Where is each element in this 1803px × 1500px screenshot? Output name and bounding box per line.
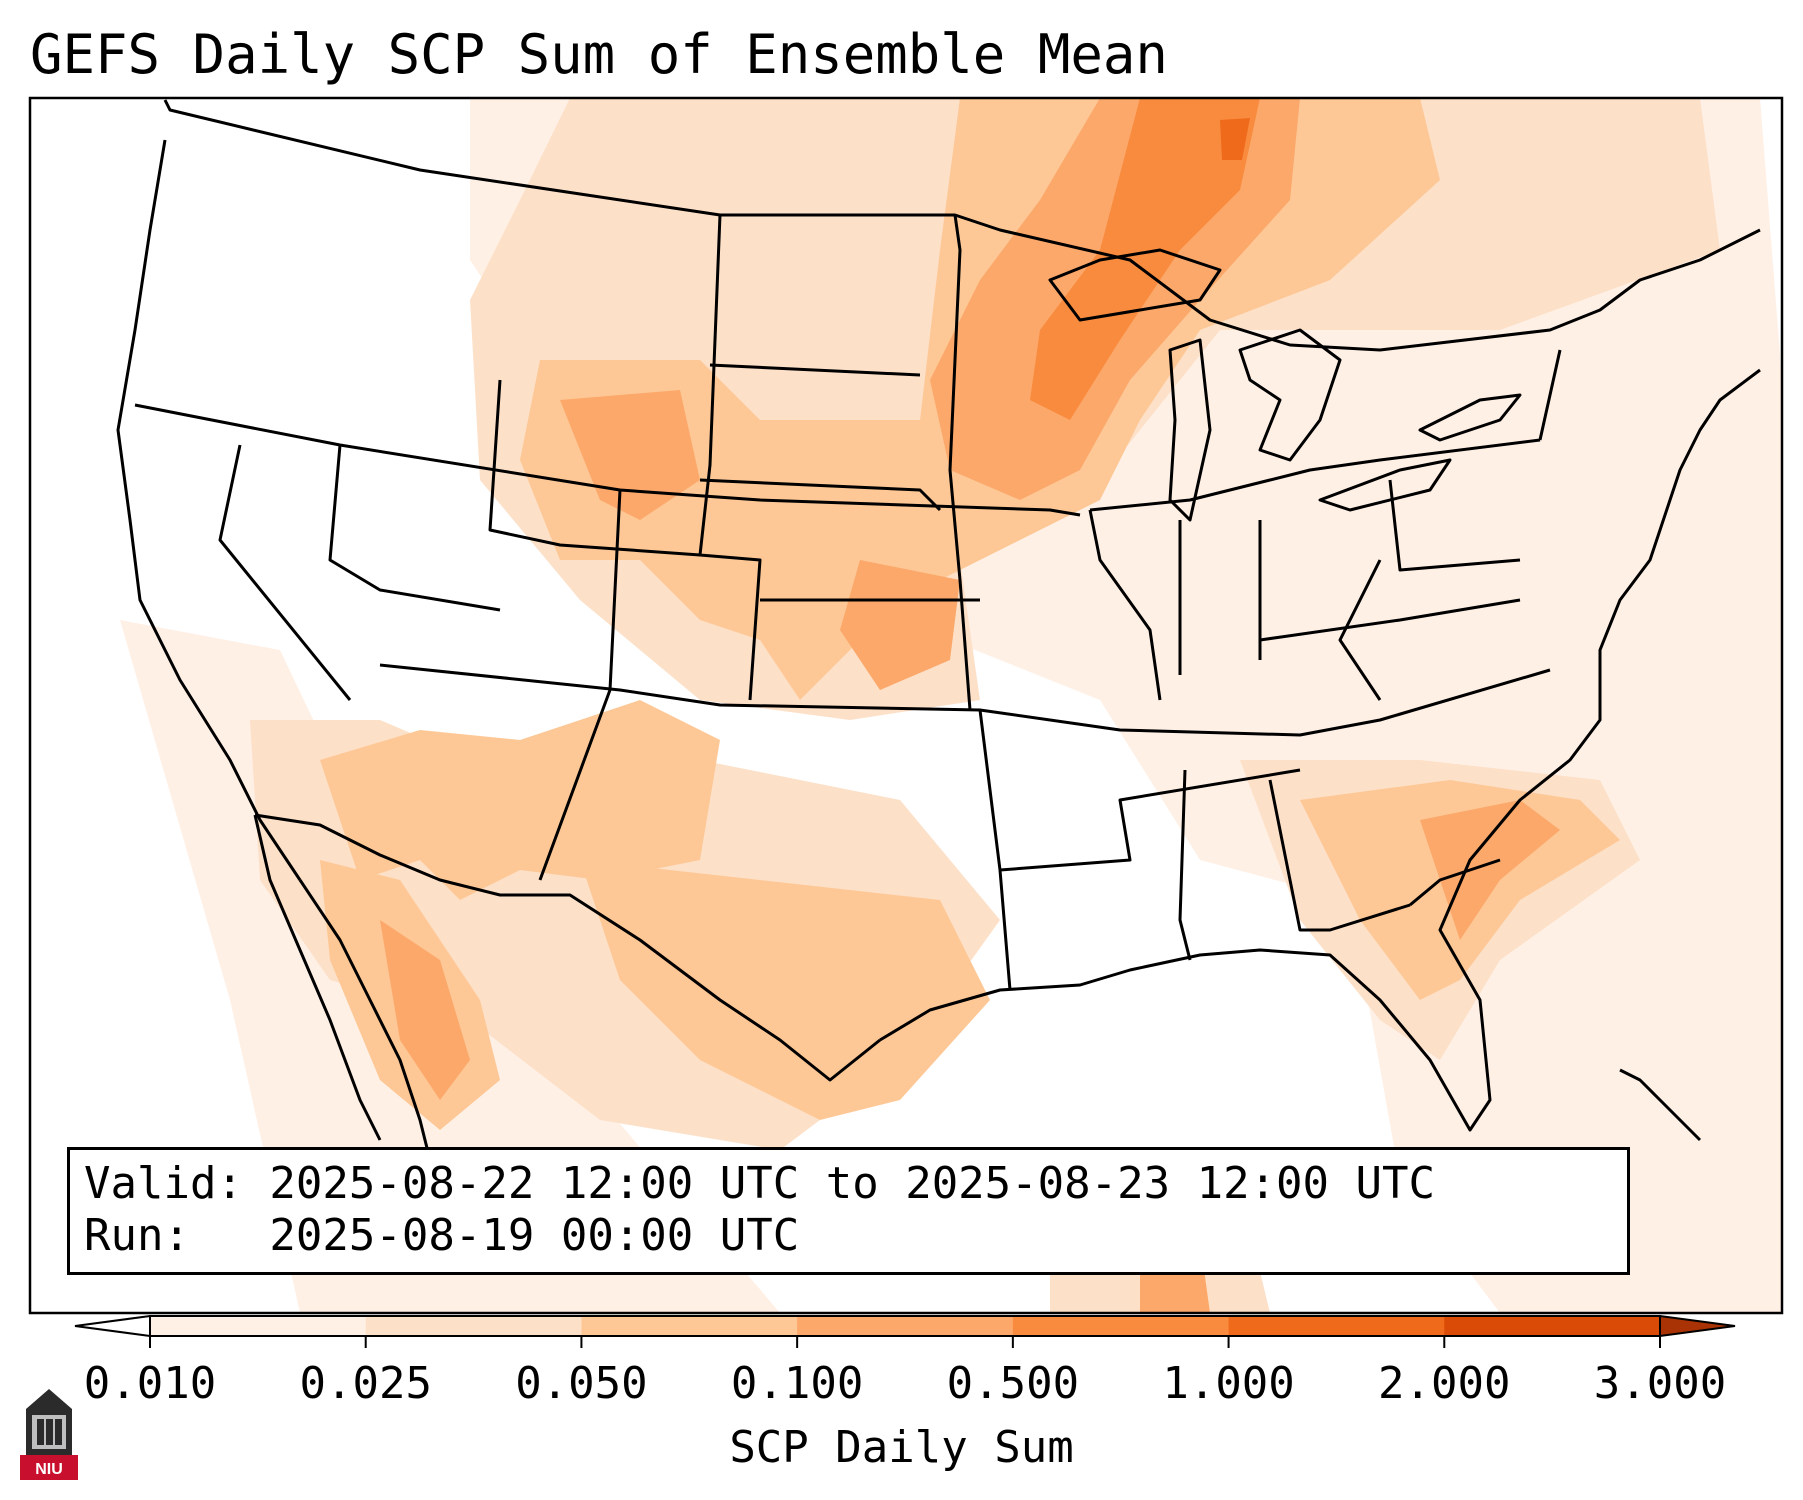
colorbar-segment [1012,1316,1230,1336]
colorbar-outline [149,1315,1661,1337]
colorbar-segment [1444,1316,1661,1336]
colorbar-segment [365,1316,582,1336]
map-title: GEFS Daily SCP Sum of Ensemble Mean [30,23,1168,86]
map-frame [28,96,1784,1315]
shade-level-6 [1220,118,1250,160]
colorbar [74,1314,1736,1348]
niu-logo: NIU [20,1385,78,1480]
colorbar-segment [1228,1316,1445,1336]
colorbar-tick-label: 0.100 [730,1358,864,1409]
shade-level-5 [1030,98,1260,420]
colorbar-tick-label: 2.000 [1378,1358,1511,1409]
colorbar-under-triangle [74,1314,151,1338]
svg-text:NIU: NIU [35,1461,63,1478]
run-info-box: Valid: 2025-08-22 12:00 UTC to 2025-08-2… [67,1147,1630,1275]
colorbar-tick-label: 3.000 [1593,1358,1727,1409]
colorbar-label: SCP Daily Sum [729,1422,1074,1473]
colorbar-tick-label: 1.000 [1162,1358,1295,1409]
scp-shading [120,98,1782,1313]
colorbar-segment [581,1316,798,1336]
valid-time-text: Valid: 2025-08-22 12:00 UTC to 2025-08-2… [84,1158,1436,1209]
colorbar-segment [797,1316,1014,1336]
colorbar-tick-label: 0.010 [83,1358,217,1409]
colorbar-tick-label: 0.025 [299,1358,432,1409]
colorbar-tick-label: 0.500 [946,1358,1080,1409]
colorbar-over-triangle [1659,1314,1736,1338]
state-boundaries [116,99,1761,1272]
run-time-text: Run: 2025-08-19 00:00 UTC [84,1210,800,1261]
colorbar-segment [150,1316,367,1336]
colorbar-tick-label: 0.050 [515,1358,648,1409]
